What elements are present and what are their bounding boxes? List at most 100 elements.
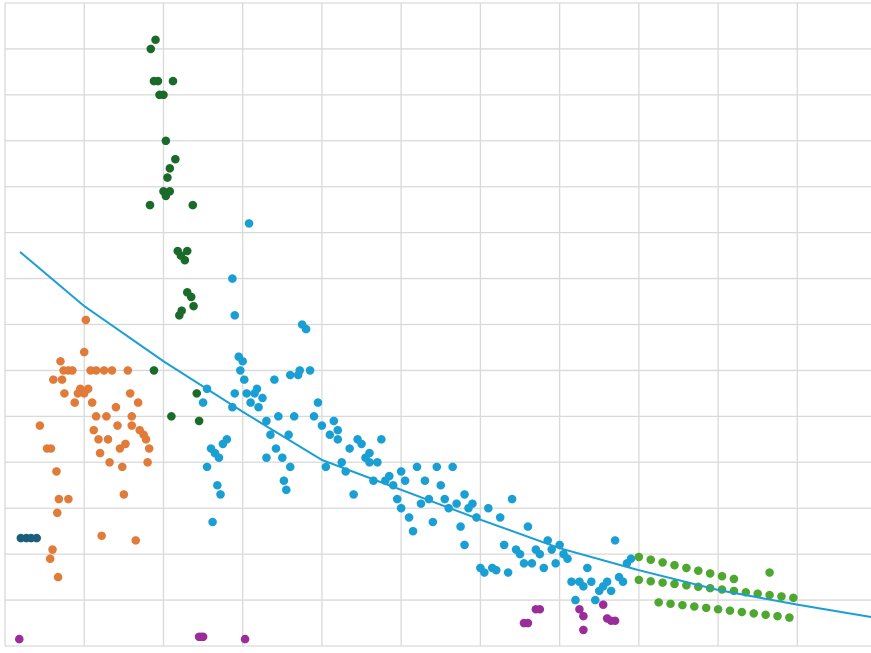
point bbox=[68, 366, 77, 375]
point bbox=[416, 499, 426, 508]
point bbox=[535, 604, 545, 614]
point bbox=[440, 494, 450, 504]
point bbox=[436, 480, 446, 490]
point bbox=[180, 255, 190, 265]
point bbox=[567, 577, 576, 586]
point bbox=[171, 154, 180, 164]
point bbox=[491, 565, 501, 575]
point bbox=[32, 533, 41, 543]
point bbox=[258, 393, 267, 403]
point bbox=[333, 435, 343, 444]
point bbox=[753, 589, 762, 598]
point bbox=[270, 375, 279, 384]
point bbox=[94, 435, 103, 444]
point bbox=[97, 531, 106, 541]
point bbox=[357, 439, 366, 449]
point bbox=[252, 384, 262, 394]
point bbox=[230, 311, 240, 320]
point bbox=[144, 444, 154, 453]
point bbox=[83, 384, 93, 394]
point bbox=[666, 599, 675, 609]
point bbox=[618, 577, 628, 586]
point bbox=[159, 90, 168, 100]
point bbox=[45, 554, 55, 564]
point bbox=[396, 503, 406, 513]
point bbox=[365, 457, 374, 467]
point bbox=[146, 44, 156, 54]
point bbox=[587, 577, 596, 586]
point bbox=[377, 435, 386, 444]
point bbox=[198, 398, 208, 407]
point bbox=[725, 606, 735, 615]
point bbox=[571, 595, 580, 605]
point bbox=[337, 457, 347, 467]
point bbox=[404, 513, 414, 522]
point bbox=[165, 164, 175, 173]
point bbox=[396, 467, 406, 476]
point bbox=[127, 412, 137, 421]
point bbox=[468, 499, 477, 508]
point bbox=[53, 572, 63, 582]
point bbox=[693, 566, 703, 575]
point bbox=[646, 555, 656, 564]
point bbox=[456, 522, 465, 531]
point bbox=[121, 439, 130, 449]
point bbox=[646, 576, 656, 586]
point bbox=[634, 552, 644, 562]
point bbox=[103, 435, 113, 444]
point bbox=[274, 412, 283, 421]
point bbox=[285, 462, 295, 472]
point bbox=[202, 462, 212, 472]
point bbox=[452, 499, 461, 508]
point bbox=[278, 453, 287, 462]
point bbox=[266, 430, 275, 440]
point bbox=[244, 219, 254, 228]
point bbox=[392, 494, 402, 504]
point bbox=[527, 559, 537, 568]
point bbox=[57, 375, 67, 384]
point bbox=[285, 370, 295, 380]
point bbox=[448, 462, 457, 472]
point bbox=[167, 412, 176, 421]
point bbox=[761, 610, 770, 620]
point bbox=[670, 560, 679, 570]
point bbox=[192, 389, 202, 398]
point bbox=[52, 508, 62, 518]
point bbox=[89, 425, 99, 435]
point bbox=[125, 389, 135, 398]
point bbox=[52, 467, 61, 476]
point bbox=[119, 490, 129, 499]
point bbox=[654, 598, 663, 607]
point bbox=[460, 540, 469, 550]
point bbox=[48, 545, 57, 554]
point bbox=[175, 311, 184, 320]
point bbox=[670, 579, 679, 589]
point bbox=[56, 356, 65, 366]
point bbox=[182, 246, 192, 256]
point bbox=[765, 590, 774, 600]
point bbox=[222, 435, 232, 444]
point bbox=[236, 366, 245, 375]
point bbox=[606, 586, 616, 596]
point bbox=[626, 554, 636, 564]
point bbox=[575, 604, 584, 614]
point bbox=[503, 568, 513, 577]
point bbox=[79, 347, 89, 357]
point bbox=[262, 453, 271, 462]
point bbox=[519, 559, 529, 568]
point bbox=[149, 366, 159, 375]
point bbox=[239, 375, 249, 384]
point bbox=[408, 526, 418, 536]
point bbox=[54, 494, 64, 504]
point bbox=[373, 457, 382, 467]
point bbox=[163, 173, 172, 182]
point bbox=[598, 600, 608, 609]
point bbox=[228, 274, 237, 283]
point bbox=[91, 366, 101, 375]
point bbox=[690, 602, 699, 611]
point bbox=[551, 559, 560, 568]
point bbox=[777, 592, 786, 601]
point bbox=[539, 563, 549, 573]
point bbox=[610, 616, 620, 626]
